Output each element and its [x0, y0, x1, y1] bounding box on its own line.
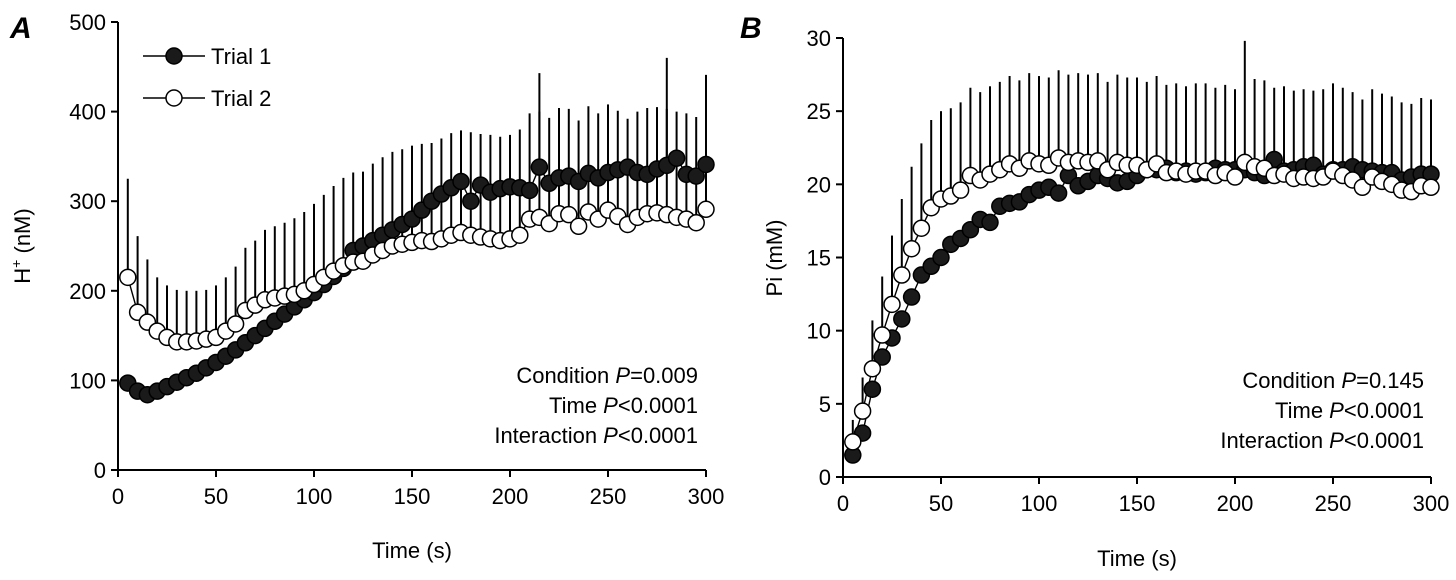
- panel-a-legend: Trial 1 Trial 2: [143, 44, 271, 111]
- panel-b-point-trial1-35: [902, 288, 921, 306]
- panel-b-y-label: Pi (mM): [762, 220, 787, 297]
- panel-a-point-trial1-285: [667, 149, 686, 167]
- panel-a-point-trial2-230: [560, 205, 578, 224]
- panel-a-point-trial1-210: [520, 181, 539, 200]
- legend-trial1-label: Trial 1: [211, 44, 271, 69]
- panel-a-xtick-label-50: 50: [204, 484, 228, 509]
- panel-b-point-trial2-200: [1226, 168, 1244, 186]
- panel-b-point-trial2-30: [893, 266, 911, 284]
- panel-b-point-trial2-25: [883, 295, 901, 314]
- panel-a-stat-interaction: Interaction P<0.0001: [494, 423, 698, 448]
- panel-b-ytick-label-15: 15: [807, 246, 831, 271]
- panel-b-point-trial2-35: [902, 239, 921, 258]
- panel-b-xtick-label-150: 150: [1119, 491, 1156, 516]
- panel-a-point-trial2-235: [569, 217, 588, 236]
- panel-b-point-trial1-15: [863, 380, 882, 398]
- panel-a-y-ticks: 0 100 200 300 400 500: [69, 10, 118, 483]
- panel-a-point-trial2-300: [697, 200, 715, 219]
- panel-a-ytick-label-0: 0: [94, 458, 106, 483]
- panel-b-xtick-label-0: 0: [837, 491, 849, 516]
- panel-a-stat-condition: Condition P=0.009: [516, 363, 698, 388]
- panel-a-ytick-label-500: 500: [69, 10, 106, 35]
- panel-b-xtick-label-200: 200: [1217, 491, 1254, 516]
- panel-a-point-trial1-215: [530, 158, 549, 176]
- panel-a-ytick-label-100: 100: [69, 368, 106, 393]
- panel-b-x-label: Time (s): [1097, 546, 1177, 571]
- panel-a-line-trial2: [127, 208, 707, 343]
- panel-b-letter: B: [740, 12, 762, 45]
- panel-a-point-trial1-295: [687, 167, 705, 185]
- panel-b-ytick-label-0: 0: [819, 465, 831, 490]
- panel-a-ytick-label-400: 400: [69, 100, 106, 125]
- panel-a-xtick-label-300: 300: [688, 484, 725, 509]
- panel-a-y-label-main: H: [10, 268, 35, 284]
- panel-b-point-trial2-10: [853, 402, 872, 420]
- panel-a-x-label: Time (s): [372, 538, 452, 563]
- legend-trial2-label: Trial 2: [211, 86, 271, 111]
- panel-b-ytick-label-20: 20: [807, 172, 831, 197]
- panel-b-xtick-label-250: 250: [1315, 491, 1352, 516]
- panel-b-point-trial2-300: [1422, 178, 1440, 197]
- panel-a-x-ticks: 0 50 100 150 200 250 300: [112, 470, 724, 509]
- panel-b-point-trial2-5: [844, 433, 862, 451]
- panel-b-xtick-label-300: 300: [1413, 491, 1450, 516]
- panel-a-point-trial2-205: [511, 226, 529, 244]
- panel-a-ytick-label-200: 200: [69, 279, 106, 304]
- panel-b-xtick-label-50: 50: [929, 491, 953, 516]
- panel-b-stats: Condition P=0.145 Time P<0.0001 Interact…: [1220, 368, 1424, 453]
- panel-b-point-trial1-50: [932, 248, 950, 267]
- panel-b-point-trial2-20: [873, 326, 891, 344]
- panel-a-xtick-label-100: 100: [296, 484, 333, 509]
- panel-a-point-trial2-60: [226, 315, 245, 333]
- panel-b-stat-time: Time P<0.0001: [1275, 398, 1424, 423]
- panel-b-xtick-label-100: 100: [1021, 491, 1058, 516]
- panel-b-ytick-label-25: 25: [807, 99, 831, 124]
- panel-b-stat-interaction: Interaction P<0.0001: [1220, 428, 1424, 453]
- panel-a-point-trial1-180: [462, 192, 480, 210]
- panel-b-point-trial1-75: [981, 213, 999, 232]
- panel-a-stats: Condition P=0.009 Time P<0.0001 Interact…: [494, 363, 698, 448]
- panel-a-letter: A: [9, 12, 32, 45]
- panel-a: A 0 100 200 300 400 500 0 50 100 150 200 250 300 Ti…: [8, 10, 724, 563]
- panel-a-xtick-label-0: 0: [112, 484, 124, 509]
- panel-a-xtick-label-250: 250: [590, 484, 627, 509]
- panel-b-point-trial2-60: [951, 181, 970, 199]
- panel-b-y-ticks: 0 5 10 15 20 25 30: [807, 26, 843, 490]
- panel-a-xtick-label-200: 200: [492, 484, 529, 509]
- panel-b-stat-condition: Condition P=0.145: [1242, 368, 1424, 393]
- panel-b-x-ticks: 0 50 100 150 200 250 300: [837, 477, 1449, 516]
- panel-a-point-trial2-295: [687, 213, 705, 232]
- panel-b-ytick-label-10: 10: [807, 319, 831, 344]
- legend-trial1-marker: [165, 47, 183, 65]
- panel-b-point-trial1-110: [1049, 184, 1068, 202]
- panel-a-point-trial2-5: [119, 268, 137, 287]
- panel-a-y-label: H+ (nM): [8, 208, 35, 283]
- panel-b-point-trial2-40: [912, 219, 931, 237]
- legend-trial2-marker: [165, 89, 183, 107]
- panel-a-y-label-sup: +: [8, 260, 24, 268]
- panel-b-ytick-label-5: 5: [819, 392, 831, 417]
- panel-b-point-trial2-15: [863, 359, 882, 378]
- panel-b-series: [844, 149, 1440, 464]
- panel-a-xtick-label-150: 150: [394, 484, 431, 509]
- panel-a-series: [119, 149, 715, 404]
- panel-a-point-trial1-300: [697, 155, 715, 174]
- panel-b-ytick-label-30: 30: [807, 26, 831, 51]
- panel-b-point-trial1-30: [893, 310, 911, 328]
- panel-b: B 0 5 10 15 20 25 30 0 50 100 150 200 250 300 Time (…: [740, 12, 1449, 571]
- panel-b-point-trial1-20: [873, 348, 891, 366]
- panel-a-ytick-label-300: 300: [69, 189, 106, 214]
- panel-a-stat-time: Time P<0.0001: [549, 393, 698, 418]
- panel-a-point-trial1-175: [452, 172, 470, 191]
- panel-a-y-label-tail: (nM): [10, 208, 35, 259]
